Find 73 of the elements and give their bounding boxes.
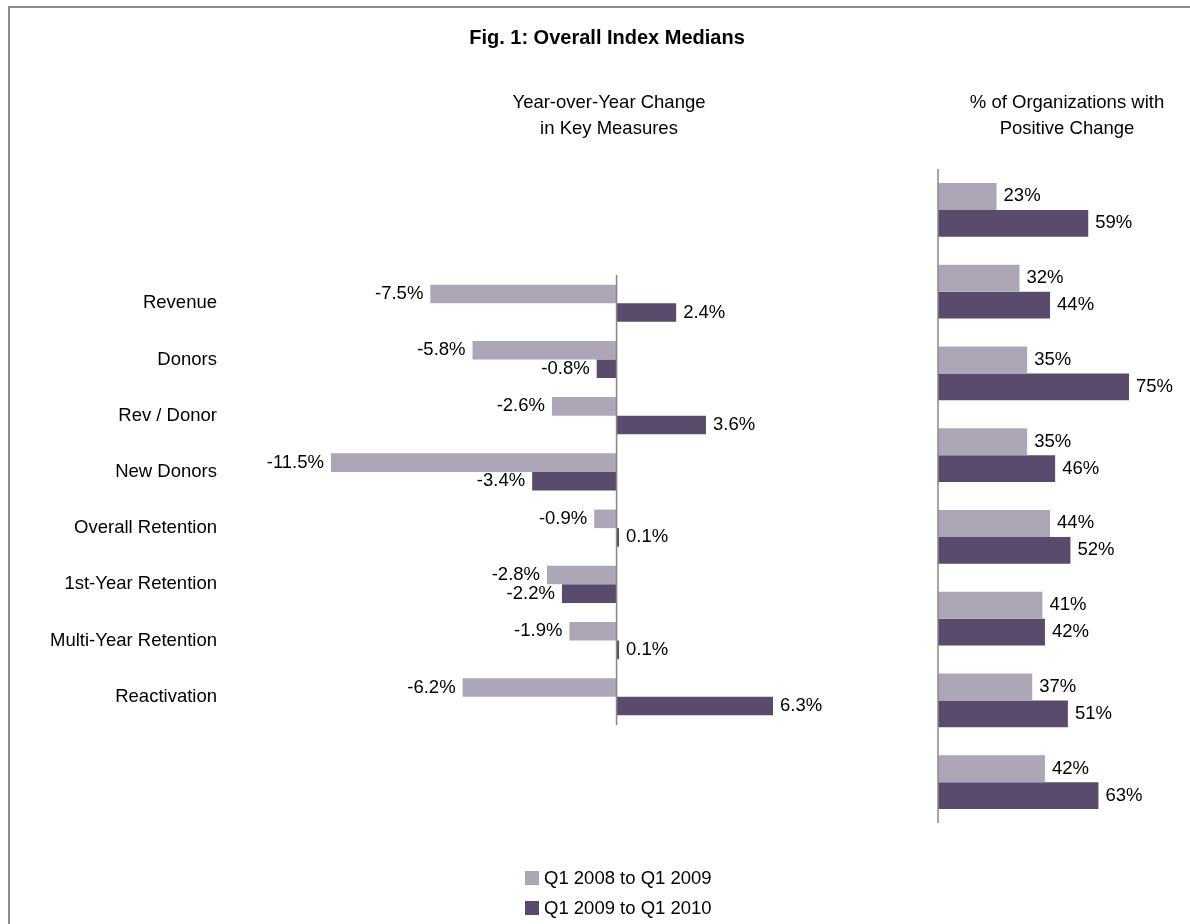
data-label: -0.8% <box>541 356 590 378</box>
bar <box>938 509 1051 537</box>
legend-label: Q1 2008 to Q1 2009 <box>544 867 712 889</box>
data-label: 75% <box>1136 374 1174 396</box>
y-tick-label: 1st-Year Retention <box>64 572 217 594</box>
bar <box>472 340 617 360</box>
bar <box>552 397 617 416</box>
y-tick-label: Reactivation <box>115 684 217 706</box>
bar <box>594 509 617 529</box>
data-label: -1.9% <box>514 619 563 641</box>
y-tick-label: Overall Retention <box>74 516 217 538</box>
bar <box>331 453 617 472</box>
bar <box>938 618 1045 646</box>
data-label: 46% <box>1062 456 1100 478</box>
bar <box>938 264 1020 292</box>
bar <box>938 182 997 210</box>
data-label: -6.2% <box>407 675 456 697</box>
y-tick-label: New Donors <box>115 459 217 481</box>
data-label: 52% <box>1077 538 1115 560</box>
data-label: -5.8% <box>417 338 466 360</box>
bar <box>569 622 617 641</box>
data-label: 59% <box>1095 211 1133 233</box>
y-tick-label: Revenue <box>142 291 217 313</box>
bar <box>938 428 1028 456</box>
data-label: 44% <box>1057 511 1095 533</box>
data-label: 42% <box>1051 620 1089 642</box>
bar <box>938 700 1068 728</box>
data-label: 44% <box>1057 293 1095 315</box>
bar <box>596 359 617 378</box>
legend-label: Q1 2009 to Q1 2010 <box>544 897 712 919</box>
data-label: 6.3% <box>780 694 823 716</box>
bar <box>561 584 617 603</box>
bar <box>938 209 1089 237</box>
data-label: 37% <box>1039 674 1077 696</box>
bar <box>938 291 1051 319</box>
data-label: -7.5% <box>375 282 424 304</box>
data-label: 32% <box>1026 266 1064 288</box>
data-label: 63% <box>1105 783 1143 805</box>
bar <box>938 536 1071 564</box>
bar <box>616 696 773 716</box>
data-label: 0.1% <box>626 525 669 547</box>
data-label: 3.6% <box>712 413 756 435</box>
data-label: -0.9% <box>538 506 588 528</box>
bar <box>938 782 1099 810</box>
data-label: 51% <box>1074 701 1112 723</box>
data-label: 23% <box>1003 184 1041 206</box>
bar <box>430 284 617 304</box>
data-label: -11.5% <box>266 450 324 472</box>
data-label: 2.4% <box>683 300 726 322</box>
bar <box>938 346 1028 374</box>
chart-title: Fig. 1: Overall Index Medians <box>469 25 745 50</box>
data-label: 41% <box>1049 593 1087 615</box>
data-label: 0.1% <box>626 637 669 659</box>
bar <box>938 673 1033 701</box>
bar <box>616 415 706 435</box>
bar <box>938 455 1056 483</box>
bar <box>532 471 617 491</box>
bar <box>938 591 1043 619</box>
bar <box>938 373 1129 401</box>
bar <box>547 565 617 585</box>
data-label: 35% <box>1034 347 1072 369</box>
bar <box>462 678 617 697</box>
data-label: -2.6% <box>496 394 545 416</box>
data-label: 42% <box>1051 756 1089 778</box>
data-label: 35% <box>1034 429 1072 451</box>
chart-subtitle: Year-over-Year Change in Key Measures <box>512 90 706 140</box>
y-tick-label: Rev / Donor <box>118 403 217 425</box>
data-label: -3.4% <box>476 469 526 491</box>
chart-title: % of Organizations with Positive Change <box>969 90 1165 140</box>
bar <box>938 755 1045 783</box>
y-tick-label: Multi-Year Retention <box>50 628 217 650</box>
y-tick-label: Donors <box>157 347 217 369</box>
bar <box>616 303 677 322</box>
